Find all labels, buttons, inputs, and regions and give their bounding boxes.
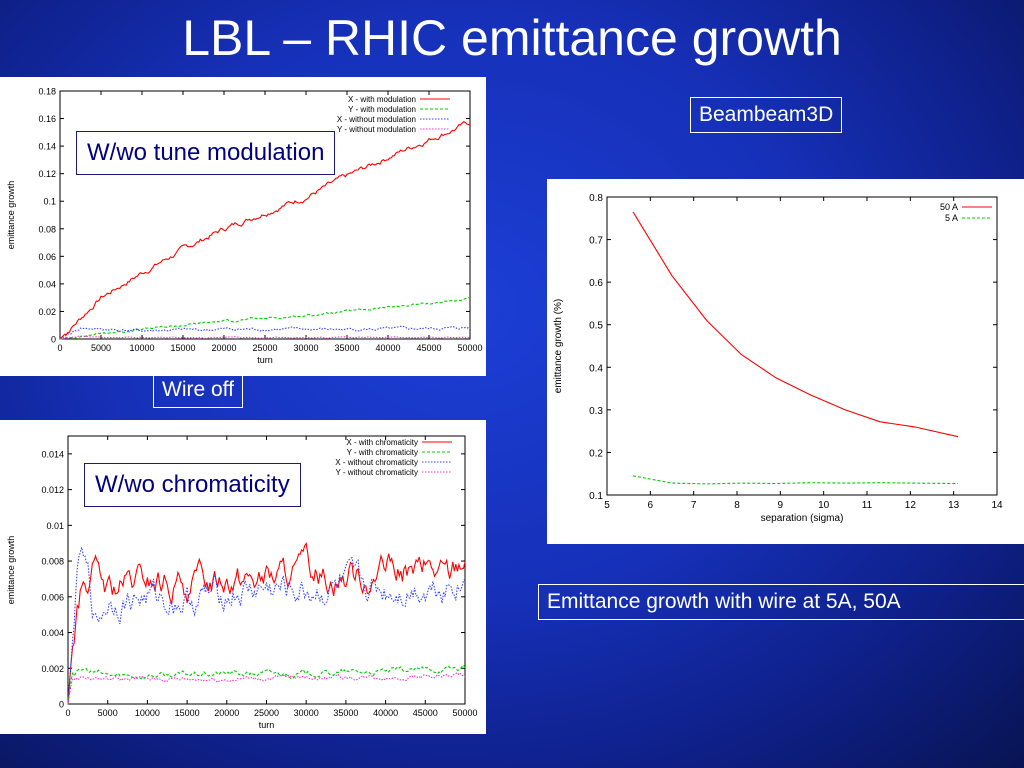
separation-chart: 5 6 7 8 9 10 11 12 13 14 0.1 0.2 0.3 0.4 0.5 0.6 0.7 0.8 s… xyxy=(553,193,1003,524)
series-line xyxy=(67,671,466,705)
x-tick-label: 20000 xyxy=(211,343,236,353)
x-tick-label: 5000 xyxy=(98,708,118,718)
x-tick-label: 50000 xyxy=(457,343,482,353)
y-tick-label: 0.2 xyxy=(589,448,603,459)
series-line xyxy=(632,211,959,438)
x-tick-label: 45000 xyxy=(413,708,438,718)
legend-entry: X - with modulation xyxy=(348,95,416,104)
y-tick-label: 0.7 xyxy=(589,236,603,247)
emittance-wire-caption: Emittance growth with wire at 5A, 50A xyxy=(538,584,1024,620)
y-tick-label: 0.006 xyxy=(41,592,64,602)
separation-chart-panel: 5 6 7 8 9 10 11 12 13 14 0.1 0.2 0.3 0.4 0.5 0.6 0.7 0.8 s… xyxy=(547,179,1024,544)
x-axis-label: turn xyxy=(257,355,273,365)
x-tick-label: 35000 xyxy=(334,343,359,353)
legend-entry: Y - without chromaticity xyxy=(335,468,418,477)
x-tick-label: 6 xyxy=(648,500,654,511)
legend-entry: Y - with chromaticity xyxy=(347,448,418,457)
beambeam3d-label: Beambeam3D xyxy=(690,97,843,133)
x-tick-label: 40000 xyxy=(375,343,400,353)
y-tick-label: 0.1 xyxy=(589,491,603,502)
y-tick-label: 0.12 xyxy=(38,169,56,179)
plot-frame xyxy=(606,196,998,496)
y-tick-label: 0.012 xyxy=(41,485,64,495)
series-line xyxy=(59,121,471,340)
chromaticity-chart: 0 5000 10000 15000 20000 25000 30000 35000 40000… xyxy=(6,435,478,730)
series-line xyxy=(67,542,466,705)
x-tick-label: 15000 xyxy=(170,343,195,353)
x-tick-label: 0 xyxy=(65,708,70,718)
x-tick-label: 35000 xyxy=(333,708,358,718)
y-tick-label: 0.8 xyxy=(589,193,603,204)
series-line xyxy=(67,547,466,705)
x-tick-label: 15000 xyxy=(175,708,200,718)
slide-title: LBL – RHIC emittance growth xyxy=(182,10,842,66)
x-tick-label: 13 xyxy=(948,500,960,511)
legend-entry: X - without chromaticity xyxy=(335,458,418,467)
legend-entry: 5 A xyxy=(945,213,958,223)
y-tick-label: 0.02 xyxy=(38,307,56,317)
y-tick-label: 0.004 xyxy=(41,628,64,638)
x-tick-label: 12 xyxy=(905,500,917,511)
y-axis-label: emittance growth xyxy=(6,181,16,250)
y-tick-label: 0.014 xyxy=(41,449,64,459)
x-tick-label: 7 xyxy=(691,500,697,511)
y-tick-label: 0.08 xyxy=(38,224,56,234)
y-axis-label: emittance growth xyxy=(6,536,16,605)
series-line xyxy=(59,297,470,340)
legend-entry: Y - without modulation xyxy=(337,125,416,134)
x-tick-label: 45000 xyxy=(416,343,441,353)
x-tick-label: 10000 xyxy=(129,343,154,353)
x-tick-label: 25000 xyxy=(254,708,279,718)
x-tick-label: 11 xyxy=(862,500,873,511)
legend-entry: X - without modulation xyxy=(337,115,416,124)
series-line xyxy=(59,325,471,340)
tune-modulation-chart-panel: 0 5000 10000 15000 20000 25000 30000 35000 40000… xyxy=(0,77,486,376)
x-tick-label: 10000 xyxy=(135,708,160,718)
x-tick-label: 8 xyxy=(734,500,740,511)
y-tick-label: 0.5 xyxy=(589,321,603,332)
x-tick-label: 50000 xyxy=(452,708,477,718)
y-tick-label: 0.008 xyxy=(41,557,64,567)
series-line xyxy=(632,475,959,485)
y-tick-label: 0.002 xyxy=(41,664,64,674)
x-tick-label: 9 xyxy=(778,500,784,511)
y-tick-label: 0.18 xyxy=(38,87,56,97)
x-tick-label: 0 xyxy=(57,343,62,353)
x-tick-label: 5000 xyxy=(91,343,111,353)
x-tick-label: 10 xyxy=(818,500,830,511)
series-line xyxy=(67,664,466,705)
x-axis-label: separation (sigma) xyxy=(761,513,844,524)
tune-modulation-chart: 0 5000 10000 15000 20000 25000 30000 35000 40000… xyxy=(6,87,483,366)
y-tick-label: 0.16 xyxy=(38,114,56,124)
tune-modulation-label: W/wo tune modulation xyxy=(76,131,336,175)
x-axis-label: turn xyxy=(259,720,275,730)
y-tick-label: 0.3 xyxy=(589,406,603,417)
x-tick-label: 20000 xyxy=(214,708,239,718)
x-tick-label: 30000 xyxy=(294,708,319,718)
series-line xyxy=(59,335,471,340)
y-tick-label: 0.1 xyxy=(43,197,56,207)
y-tick-label: 0.01 xyxy=(46,521,64,531)
legend-entry: 50 A xyxy=(940,202,958,212)
legend-entry: Y - with modulation xyxy=(348,105,416,114)
y-tick-label: 0.14 xyxy=(38,142,56,152)
y-tick-label: 0.04 xyxy=(38,279,56,289)
y-tick-label: 0.6 xyxy=(589,278,603,289)
y-tick-label: 0.4 xyxy=(589,363,603,374)
y-axis-label: emittance growth (%) xyxy=(553,299,564,393)
x-tick-label: 14 xyxy=(991,500,1003,511)
x-tick-label: 5 xyxy=(604,500,610,511)
y-tick-label: 0 xyxy=(51,335,56,345)
y-tick-label: 0 xyxy=(59,700,64,710)
x-tick-label: 30000 xyxy=(293,343,318,353)
x-tick-label: 25000 xyxy=(252,343,277,353)
chromaticity-label: W/wo chromaticity xyxy=(84,463,301,507)
x-tick-label: 40000 xyxy=(373,708,398,718)
wire-off-label: Wire off xyxy=(153,372,243,408)
legend-entry: X - with chromaticity xyxy=(346,438,418,447)
y-tick-label: 0.06 xyxy=(38,252,56,262)
